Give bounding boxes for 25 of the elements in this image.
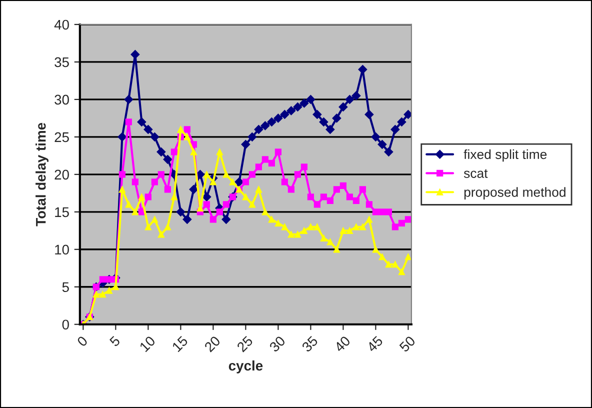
x-tick-label: 20 — [204, 335, 221, 352]
legend-label: fixed split time — [464, 149, 547, 162]
y-tick-label: 10 — [55, 244, 69, 255]
x-tick-label: 35 — [301, 335, 318, 353]
legend-label: proposed method — [464, 187, 566, 200]
y-tick-label: 15 — [55, 207, 69, 218]
x-tick-label: 40 — [334, 335, 351, 353]
y-axis-title: Total delay time — [36, 122, 48, 226]
y-tick-label: 40 — [54, 20, 69, 30]
x-tick-label: 30 — [268, 335, 286, 353]
legend-label: scat — [464, 169, 488, 178]
x-tick-label: 5 — [109, 336, 121, 348]
y-tick-label: 30 — [54, 94, 69, 105]
x-tick-label: 15 — [172, 336, 188, 352]
x-tick-label: 45 — [366, 336, 384, 353]
x-tick-label: 0 — [76, 335, 88, 348]
x-tick-label: 50 — [398, 335, 416, 353]
y-tick-label: 35 — [54, 57, 69, 68]
y-tick-label: 5 — [62, 282, 69, 292]
x-tick-label: 10 — [139, 335, 156, 352]
y-tick-label: 0 — [62, 320, 69, 330]
x-axis-title: cycle — [228, 360, 263, 374]
x-tick-label: 25 — [236, 335, 254, 352]
y-tick-label: 25 — [54, 132, 69, 142]
y-tick-label: 20 — [54, 170, 69, 180]
